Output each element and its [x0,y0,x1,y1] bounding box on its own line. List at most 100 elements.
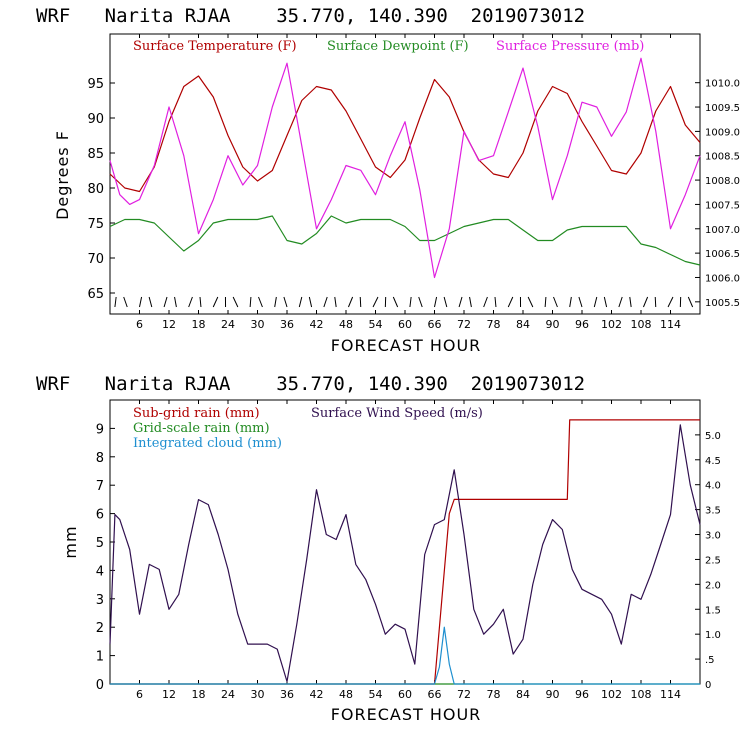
x-tick-label: 90 [546,318,560,331]
wind-barb [163,296,168,308]
x-tick-label: 78 [487,318,501,331]
x-tick-label: 18 [192,318,206,331]
legend-temperature: Surface Temperature (F) [133,39,297,54]
wind-barb [569,296,572,308]
x-tick-label: 102 [601,318,622,331]
wind-barb [232,296,239,308]
wind-barb [544,296,547,308]
wind-barb [372,296,379,308]
wind-barb [174,296,177,308]
wind-barb [334,296,337,308]
wind-speed-line [109,424,701,683]
temperature-series [109,57,701,279]
x-tick-label: 60 [398,688,412,701]
y-tick-label: 9 [96,422,104,437]
pressure-line [109,57,701,279]
x-tick-label: 72 [457,318,471,331]
wind-barb [283,296,288,308]
y2-tick-label: 3.5 [705,506,721,517]
y-tick-label: 65 [87,287,104,302]
y2-tick-label: 1008.5 [705,152,740,163]
y2-tick-label: 4.0 [705,481,721,492]
wind-barb [603,296,608,308]
x-tick-label: 108 [631,688,652,701]
legend-gridscale-rain: Grid-scale rain (mm) [133,421,270,436]
wind-barb [274,296,277,308]
wind-barb [578,296,583,308]
wind-barb [212,296,219,308]
wind-barb [392,296,399,308]
temperature-x-axis-label: FORECAST HOUR [331,336,482,355]
x-tick-label: 30 [251,318,265,331]
x-tick-label: 60 [398,318,412,331]
wind-barb [409,296,412,308]
wind-barb [553,296,558,308]
wind-barb [139,296,143,308]
x-tick-label: 54 [369,318,383,331]
x-tick-label: 84 [516,688,530,701]
y2-tick-label: 1006.5 [705,249,740,260]
wind-barb [507,296,514,308]
x-tick-label: 6 [136,688,143,701]
wind-barb [434,296,438,308]
x-tick-label: 42 [310,318,324,331]
dewpoint-line [109,215,701,266]
legend-pressure: Surface Pressure (mb) [496,39,644,54]
x-tick-label: 96 [575,688,589,701]
y-tick-label: 95 [87,77,104,92]
wind-barb [642,296,649,308]
x-tick-label: 114 [660,688,681,701]
temperature-line [109,75,701,193]
legend-integrated-cloud: Integrated cloud (mm) [133,436,282,451]
y2-tick-label: 1005.5 [705,298,740,309]
y-tick-label: 80 [87,182,104,197]
wind-barb [458,296,463,308]
y2-tick-label: 3.0 [705,531,721,542]
precip-x-axis-label: FORECAST HOUR [331,705,482,724]
wind-barb [114,296,117,308]
precip-panel-title: WRF Narita RJAA 35.770, 140.390 20190730… [36,373,585,395]
x-tick-label: 102 [601,688,622,701]
wind-barb [308,296,313,308]
x-tick-label: 72 [457,688,471,701]
y2-tick-label: 0 [705,680,711,691]
x-tick-label: 24 [221,688,235,701]
y2-tick-label: 2.5 [705,555,721,566]
wind-barb [629,296,632,308]
x-tick-label: 90 [546,688,560,701]
wind-barb [527,296,534,308]
y2-tick-label: 2.0 [705,580,721,591]
y-tick-label: 3 [96,593,104,608]
y2-tick-label: 1009.5 [705,103,740,114]
wind-barb [323,296,328,308]
x-tick-label: 114 [660,318,681,331]
y-tick-label: 85 [87,147,104,162]
legend-wind-speed: Surface Wind Speed (m/s) [311,406,483,421]
x-tick-label: 84 [516,318,530,331]
x-tick-label: 48 [339,318,353,331]
y2-tick-label: 1006.0 [705,273,740,284]
wind-barb [347,296,354,308]
precip-series [109,419,701,685]
x-tick-label: 66 [428,688,442,701]
y-tick-label: 1 [96,650,104,665]
y2-tick-label: .5 [705,655,715,666]
integrated-cloud-line [110,626,700,685]
y-tick-label: 75 [87,217,104,232]
wind-barb [483,296,488,308]
subgrid-rain-line [110,419,700,685]
wind-barb [654,296,657,308]
y2-tick-label: 1010.0 [705,79,740,90]
wind-barb [687,296,694,308]
wind-barb [249,296,252,308]
legend-dewpoint: Surface Dewpoint (F) [327,39,469,54]
y-tick-label: 90 [87,112,104,127]
y2-tick-label: 1007.5 [705,200,740,211]
y2-tick-label: 1.0 [705,630,721,641]
wind-barb [418,296,423,308]
wind-barb [443,296,448,308]
wind-barb [469,296,472,308]
wind-barb [199,296,202,308]
precip-legend: Sub-grid rain (mm) Grid-scale rain (mm) … [133,406,483,451]
y2-tick-label: 1009.0 [705,127,740,138]
